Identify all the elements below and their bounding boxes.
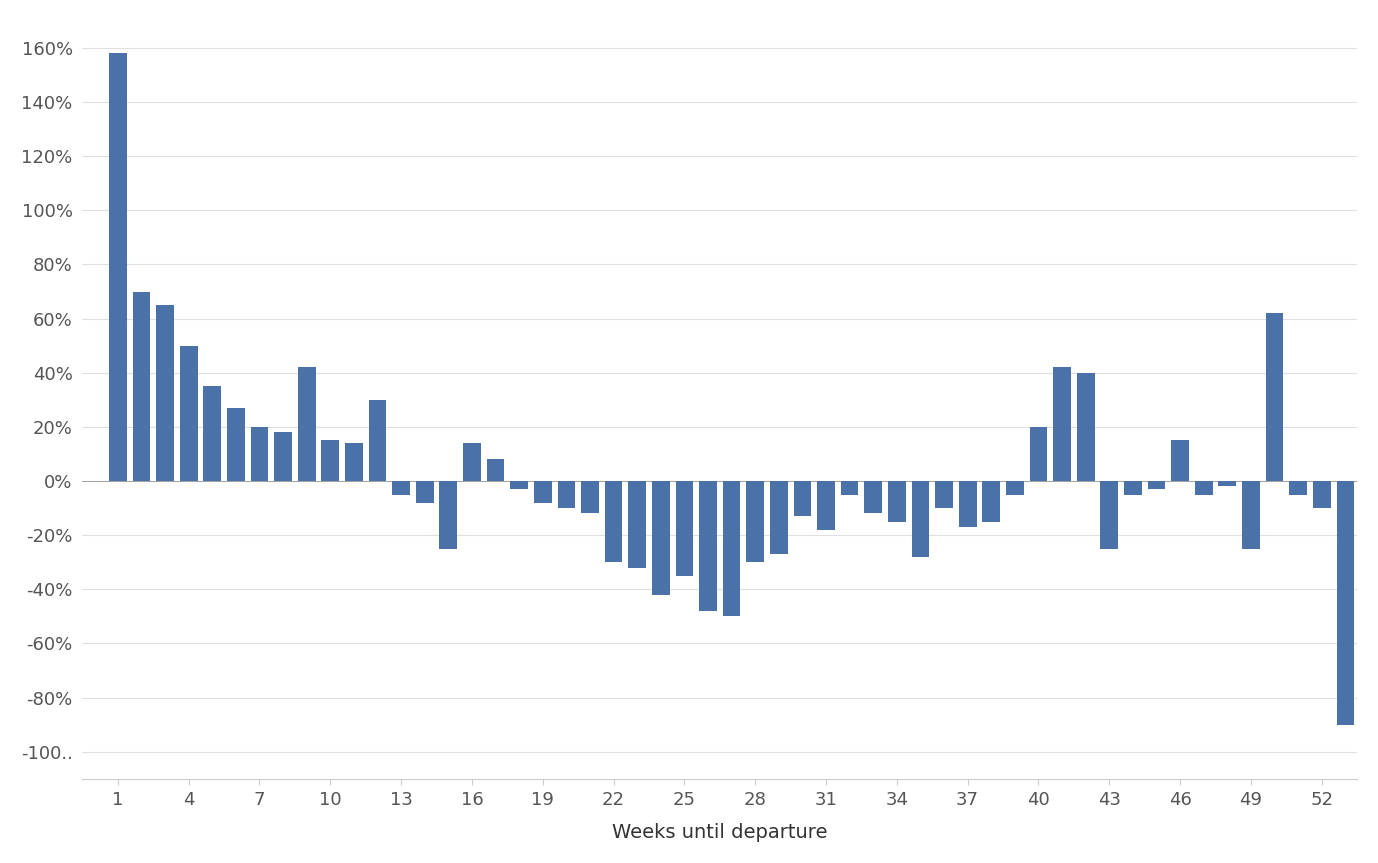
Bar [274, 432, 292, 481]
Bar [841, 481, 858, 494]
Bar [533, 481, 551, 502]
Bar [251, 427, 269, 481]
Bar [770, 481, 788, 554]
Bar [204, 387, 220, 481]
Bar [132, 292, 150, 481]
Bar [582, 481, 599, 513]
Bar [652, 481, 670, 595]
Bar [912, 481, 929, 557]
Bar [393, 481, 411, 494]
Bar [416, 481, 434, 502]
Bar [344, 443, 362, 481]
Bar [794, 481, 812, 516]
Bar [1148, 481, 1166, 489]
Bar [864, 481, 882, 513]
Bar [1029, 427, 1047, 481]
Bar [321, 440, 339, 481]
Bar [486, 459, 504, 481]
Bar [1265, 313, 1283, 481]
Bar [747, 481, 763, 562]
Bar [1242, 481, 1259, 549]
Bar [1076, 373, 1094, 481]
Bar [936, 481, 954, 508]
Bar [722, 481, 740, 616]
Bar [1313, 481, 1331, 508]
Bar [699, 481, 717, 611]
Bar [983, 481, 1000, 521]
Bar [1124, 481, 1142, 494]
Bar [1101, 481, 1118, 549]
Bar [817, 481, 835, 530]
Bar [628, 481, 646, 568]
Bar [1053, 368, 1071, 481]
Bar [605, 481, 623, 562]
Bar [675, 481, 693, 576]
X-axis label: Weeks until departure: Weeks until departure [612, 823, 828, 842]
Bar [298, 368, 316, 481]
Bar [510, 481, 528, 489]
Bar [440, 481, 457, 549]
Bar [463, 443, 481, 481]
Bar [109, 54, 127, 481]
Bar [227, 408, 245, 481]
Bar [156, 305, 174, 481]
Bar [959, 481, 977, 527]
Bar [1290, 481, 1306, 494]
Bar [1195, 481, 1213, 494]
Bar [558, 481, 575, 508]
Bar [1006, 481, 1024, 494]
Bar [369, 400, 386, 481]
Bar [1218, 481, 1236, 487]
Bar [1171, 440, 1189, 481]
Bar [179, 346, 197, 481]
Bar [1337, 481, 1355, 725]
Bar [887, 481, 905, 521]
